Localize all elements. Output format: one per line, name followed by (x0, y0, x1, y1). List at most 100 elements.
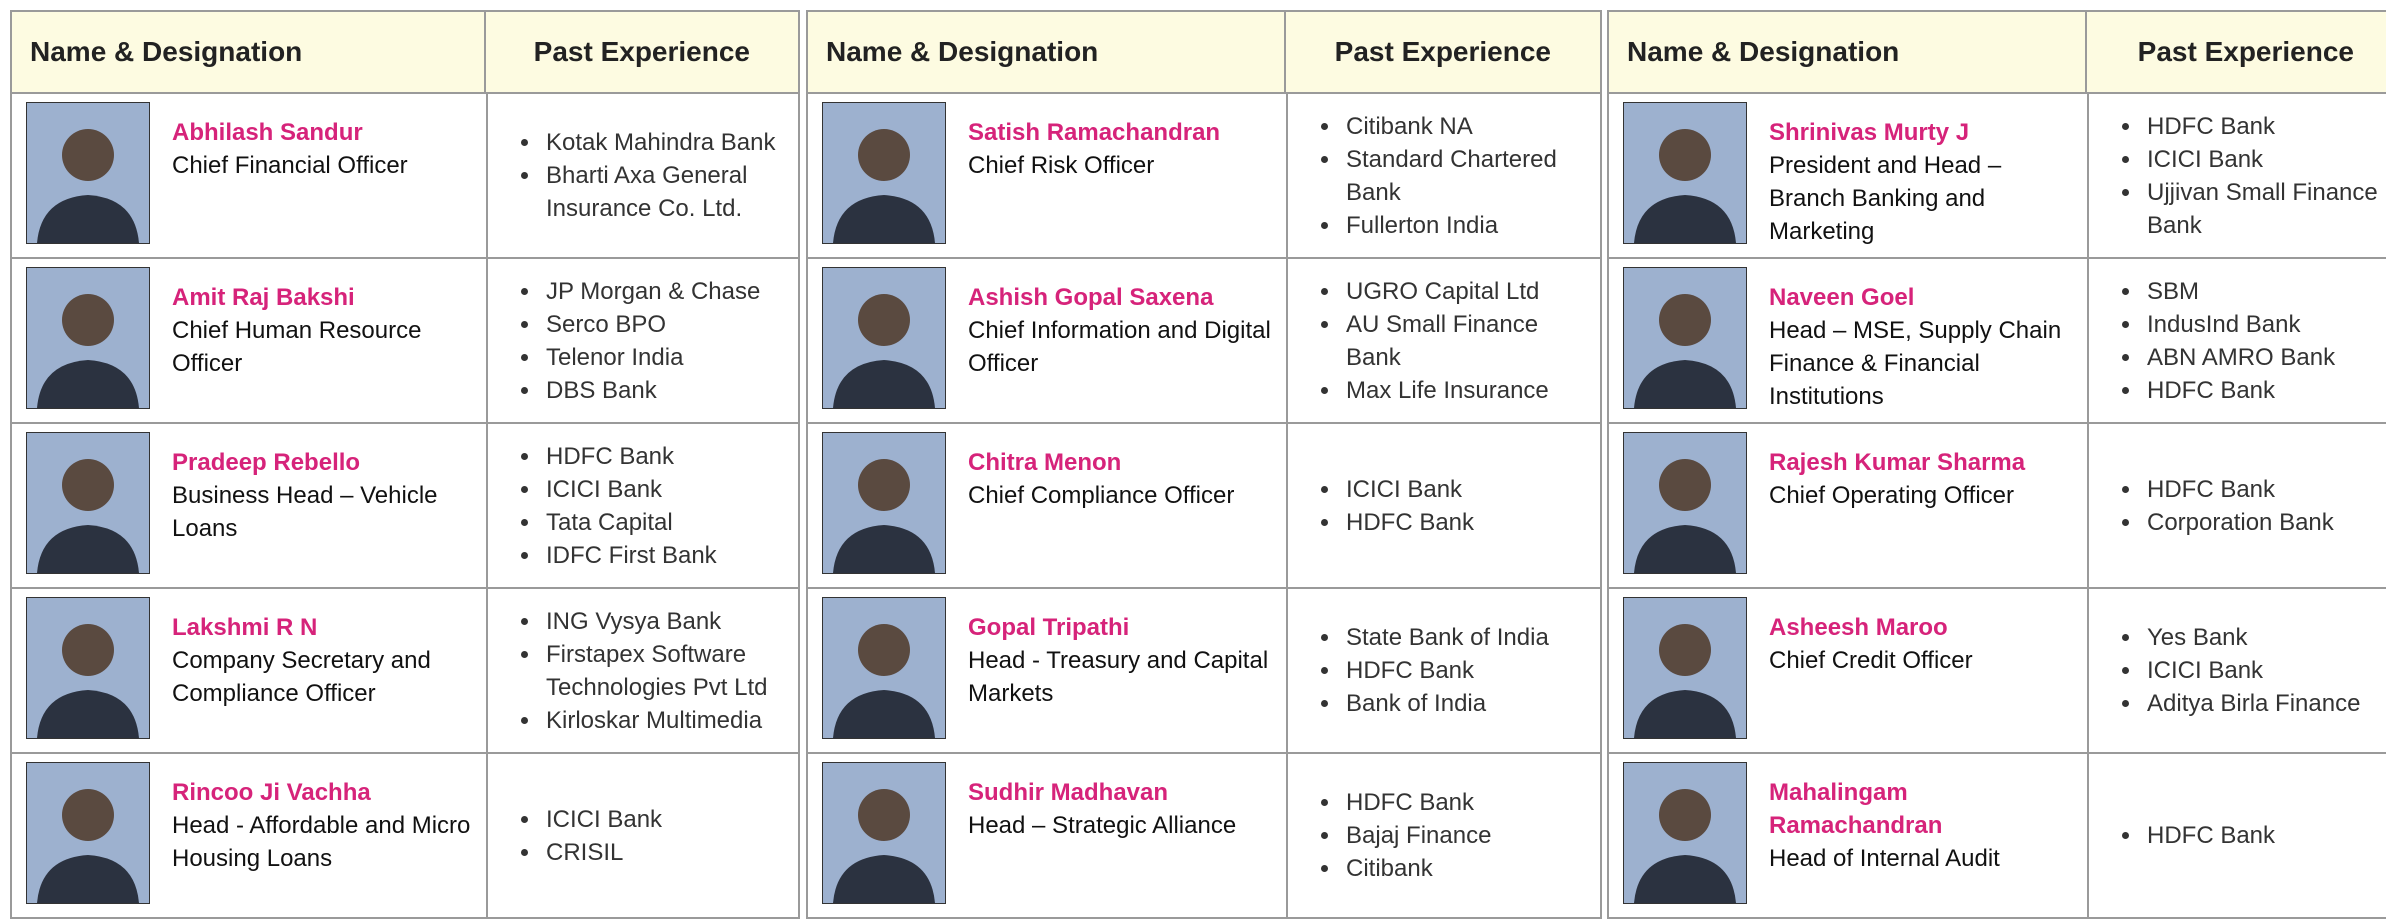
experience-cell: HDFC BankCorporation Bank (2089, 424, 2386, 587)
person: Rajesh Kumar Sharma Chief Operating Offic… (1769, 432, 2025, 512)
table-row: Shrinivas Murty J President and Head – Br… (1609, 94, 2386, 259)
experience-item: JP Morgan & Chase (542, 275, 760, 308)
person: Pradeep Rebello Business Head – Vehicle L… (172, 432, 476, 545)
experience-item: Bharti Axa General Insurance Co. Ltd. (542, 159, 790, 225)
photo (822, 597, 946, 739)
experience-item: Bank of India (1342, 687, 1549, 720)
experience-item: CRISIL (542, 836, 662, 869)
experience-item: State Bank of India (1342, 621, 1549, 654)
person-name: Lakshmi R N (172, 614, 318, 641)
table-row: Ashish Gopal Saxena Chief Information and… (808, 259, 1600, 424)
photo (26, 432, 150, 574)
table-row: Rajesh Kumar Sharma Chief Operating Offic… (1609, 424, 2386, 589)
experience-item: UGRO Capital Ltd (1342, 275, 1592, 308)
name-cell: Gopal Tripathi Head - Treasury and Capita… (808, 589, 1288, 752)
person-name: Asheesh Maroo (1769, 614, 1948, 641)
person: Lakshmi R N Company Secretary and Complia… (172, 597, 476, 710)
photo (26, 597, 150, 739)
experience-item: HDFC Bank (2143, 819, 2275, 852)
person-designation: Chief Compliance Officer (968, 482, 1235, 509)
experience-item: HDFC Bank (2143, 473, 2334, 506)
header-cell: Name & Designation (1609, 12, 2087, 92)
person-designation: Head - Treasury and Capital Markets (968, 647, 1269, 707)
header-cell: Past Experience (2137, 36, 2354, 67)
experience-cell: Citibank NAStandard Chartered BankFuller… (1288, 94, 1600, 257)
experience-item: Standard Chartered Bank (1342, 143, 1592, 209)
experience-list: HDFC BankICICI BankUjjivan Small Finance… (2107, 110, 2386, 242)
person-name: Rajesh Kumar Sharma (1769, 449, 2026, 476)
experience-item: Fullerton India (1342, 209, 1592, 242)
name-cell: Pradeep Rebello Business Head – Vehicle L… (12, 424, 488, 587)
photo (1623, 762, 1747, 904)
person-designation: Head - Affordable and Micro Housing Loan… (172, 812, 471, 872)
person-designation: Head – MSE, Supply Chain Finance & Finan… (1769, 317, 2062, 410)
person: Rincoo Ji Vachha Head - Affordable and Mi… (172, 762, 476, 875)
experience-item: ING Vysya Bank (542, 605, 790, 638)
person-designation: Company Secretary and Compliance Officer (172, 647, 431, 707)
photo (26, 762, 150, 904)
experience-cell: Yes BankICICI BankAditya Birla Finance (2089, 589, 2386, 752)
person-designation: Chief Operating Officer (1769, 482, 2015, 509)
name-cell: Rincoo Ji Vachha Head - Affordable and Mi… (12, 754, 488, 917)
name-cell: Satish Ramachandran Chief Risk Officer (808, 94, 1288, 257)
experience-list: JP Morgan & ChaseSerco BPOTelenor IndiaD… (506, 275, 760, 407)
person: Abhilash Sandur Chief Financial Officer (172, 102, 408, 182)
person: Ashish Gopal Saxena Chief Information and… (968, 267, 1276, 380)
table-row: Sudhir Madhavan Head – Strategic Alliance… (808, 754, 1600, 917)
person-designation: Chief Credit Officer (1769, 647, 1973, 674)
experience-item: Max Life Insurance (1342, 374, 1592, 407)
table-row: Mahalingam Ramachandran Head of Internal … (1609, 754, 2386, 917)
person-designation: Business Head – Vehicle Loans (172, 482, 438, 542)
experience-cell: HDFC BankICICI BankTata CapitalIDFC Firs… (488, 424, 798, 587)
person-designation: Chief Human Resource Officer (172, 317, 422, 377)
experience-item: ICICI Bank (1342, 473, 1474, 506)
experience-cell: HDFC Bank (2089, 754, 2386, 917)
name-cell: Naveen Goel Head – MSE, Supply Chain Fina… (1609, 259, 2089, 422)
experience-item: HDFC Bank (1342, 654, 1549, 687)
experience-item: Tata Capital (542, 506, 717, 539)
experience-cell: ICICI BankCRISIL (488, 754, 798, 917)
person-designation: President and Head – Branch Banking and … (1769, 152, 2002, 245)
photo (1623, 432, 1747, 574)
header-cell: Name & Designation (808, 12, 1286, 92)
table-row: Chitra Menon Chief Compliance Officer ICIC… (808, 424, 1600, 589)
experience-item: HDFC Bank (542, 440, 717, 473)
person-name: Chitra Menon (968, 449, 1122, 476)
experience-list: Kotak Mahindra BankBharti Axa General In… (506, 126, 790, 225)
experience-cell: HDFC BankICICI BankUjjivan Small Finance… (2089, 94, 2386, 257)
experience-item: Firstapex Software Technologies Pvt Ltd (542, 638, 790, 704)
experience-item: ICICI Bank (2143, 654, 2360, 687)
experience-cell: HDFC BankBajaj FinanceCitibank (1288, 754, 1600, 917)
experience-cell: JP Morgan & ChaseSerco BPOTelenor IndiaD… (488, 259, 798, 422)
name-cell: Asheesh Maroo Chief Credit Officer (1609, 589, 2089, 752)
table-header: Name & Designation Past Experience (1609, 12, 2386, 94)
person: Naveen Goel Head – MSE, Supply Chain Fina… (1769, 267, 2077, 413)
experience-list: UGRO Capital LtdAU Small Finance BankMax… (1306, 275, 1592, 407)
experience-item: Aditya Birla Finance (2143, 687, 2360, 720)
experience-item: ICICI Bank (542, 803, 662, 836)
photo (26, 267, 150, 409)
experience-list: ING Vysya BankFirstapex Software Technol… (506, 605, 790, 737)
photo (1623, 267, 1747, 409)
header-cell: Past Experience (533, 36, 750, 67)
name-cell: Rajesh Kumar Sharma Chief Operating Offic… (1609, 424, 2089, 587)
experience-list: HDFC Bank (2107, 819, 2275, 852)
experience-cell: ICICI BankHDFC Bank (1288, 424, 1600, 587)
name-cell: Lakshmi R N Company Secretary and Complia… (12, 589, 488, 752)
person: Gopal Tripathi Head - Treasury and Capita… (968, 597, 1276, 710)
experience-item: HDFC Bank (2143, 110, 2386, 143)
experience-list: HDFC BankICICI BankTata CapitalIDFC Firs… (506, 440, 717, 572)
person: Sudhir Madhavan Head – Strategic Alliance (968, 762, 1236, 842)
table-row: Gopal Tripathi Head - Treasury and Capita… (808, 589, 1600, 754)
team-table: Name & Designation Past Experience Satish … (806, 10, 1602, 919)
table-row: Asheesh Maroo Chief Credit Officer Yes Ban… (1609, 589, 2386, 754)
table-row: Naveen Goel Head – MSE, Supply Chain Fina… (1609, 259, 2386, 424)
name-cell: Mahalingam Ramachandran Head of Internal … (1609, 754, 2089, 917)
person: Shrinivas Murty J President and Head – Br… (1769, 102, 2077, 248)
table-row: Abhilash Sandur Chief Financial Officer Ko… (12, 94, 798, 259)
experience-item: DBS Bank (542, 374, 760, 407)
table-row: Satish Ramachandran Chief Risk Officer Cit… (808, 94, 1600, 259)
name-cell: Ashish Gopal Saxena Chief Information and… (808, 259, 1288, 422)
experience-item: Kirloskar Multimedia (542, 704, 790, 737)
table-header: Name & Designation Past Experience (808, 12, 1600, 94)
